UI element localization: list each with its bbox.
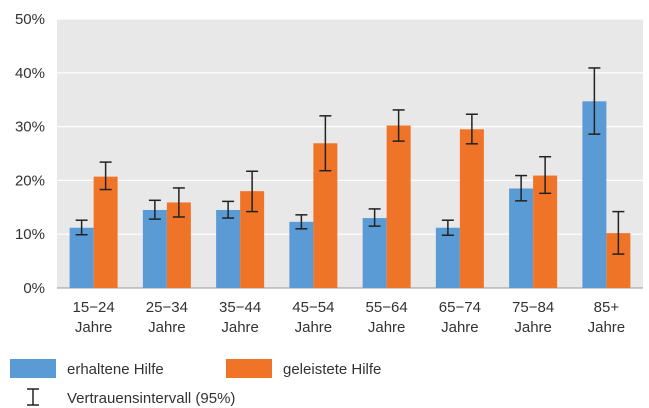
x-category-label: Jahre	[148, 319, 186, 336]
bar-erhaltene	[289, 221, 314, 288]
x-category-label: Jahre	[75, 319, 113, 336]
bar-erhaltene	[142, 209, 167, 288]
error-bar	[368, 208, 381, 227]
x-category-label: Jahre	[514, 319, 552, 336]
error-bar	[222, 200, 235, 219]
bar-geleistete	[533, 175, 558, 288]
legend-label-erhaltene: erhaltene Hilfe	[67, 361, 164, 378]
x-category-label: Jahre	[588, 319, 626, 336]
y-tick-label: 0%	[23, 280, 45, 297]
bar-geleistete	[93, 176, 118, 288]
y-tick-label: 20%	[15, 172, 45, 189]
bar-erhaltene	[362, 218, 387, 288]
error-bar	[246, 170, 259, 213]
x-category-label: 55−64	[366, 299, 408, 316]
bar-geleistete	[459, 129, 484, 288]
bar-erhaltene	[509, 188, 534, 288]
legend-swatch-erhaltene	[10, 359, 56, 378]
bar-erhaltene	[435, 227, 460, 288]
error-bar	[295, 214, 308, 230]
bar-erhaltene	[69, 227, 94, 288]
error-bar	[441, 219, 454, 237]
error-bar	[539, 155, 552, 195]
error-bars	[75, 67, 625, 255]
x-category-label: 45−54	[292, 299, 334, 316]
y-axis-ticks: 0% 10% 20% 30% 40% 50%	[15, 11, 45, 297]
error-bar	[148, 199, 161, 220]
error-bar	[612, 210, 625, 255]
error-bar	[588, 67, 601, 135]
x-category-label: 75−84	[512, 299, 554, 316]
y-tick-label: 50%	[15, 11, 45, 28]
x-category-label: Jahre	[295, 319, 333, 336]
x-category-label: Jahre	[368, 319, 406, 336]
error-bar	[172, 187, 185, 218]
confidence-interval-icon	[27, 388, 39, 406]
y-tick-label: 40%	[15, 65, 45, 82]
y-tick-label: 30%	[15, 119, 45, 136]
y-tick-label: 10%	[15, 226, 45, 243]
x-category-label: 65−74	[439, 299, 481, 316]
x-category-label: Jahre	[441, 319, 479, 336]
error-bar	[99, 161, 112, 191]
bars	[69, 101, 631, 289]
bar-erhaltene	[216, 209, 241, 288]
x-category-label: Jahre	[221, 319, 259, 336]
x-category-label: 35−44	[219, 299, 261, 316]
error-bar	[515, 174, 528, 202]
legend-label-ci: Vertrauensintervall (95%)	[67, 390, 235, 407]
x-category-label: 85+	[594, 299, 620, 316]
error-bar	[75, 219, 88, 236]
x-category-label: 15−24	[73, 299, 115, 316]
legend: erhaltene Hilfe geleistete Hilfe Vertrau…	[10, 359, 381, 407]
error-bar	[465, 113, 478, 145]
legend-label-geleistete: geleistete Hilfe	[283, 361, 381, 378]
x-category-label: 25−34	[146, 299, 188, 316]
legend-swatch-geleistete	[226, 359, 272, 378]
bar-geleistete	[386, 125, 411, 288]
error-bar	[392, 109, 405, 142]
x-axis-labels: 15−24 Jahre 25−34 Jahre 35−44 Jahre 45−54 Jahre…	[73, 299, 626, 336]
error-bar	[319, 115, 332, 172]
